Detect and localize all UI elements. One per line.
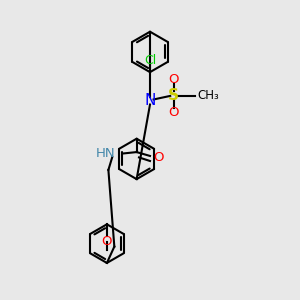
Text: CH₃: CH₃ [198,89,219,102]
Text: O: O [169,73,179,86]
Text: Cl: Cl [144,54,156,67]
Text: S: S [168,88,179,104]
Text: O: O [169,106,179,119]
Text: N: N [144,94,156,109]
Text: HN: HN [96,147,116,160]
Text: O: O [153,151,164,164]
Text: O: O [102,235,112,248]
